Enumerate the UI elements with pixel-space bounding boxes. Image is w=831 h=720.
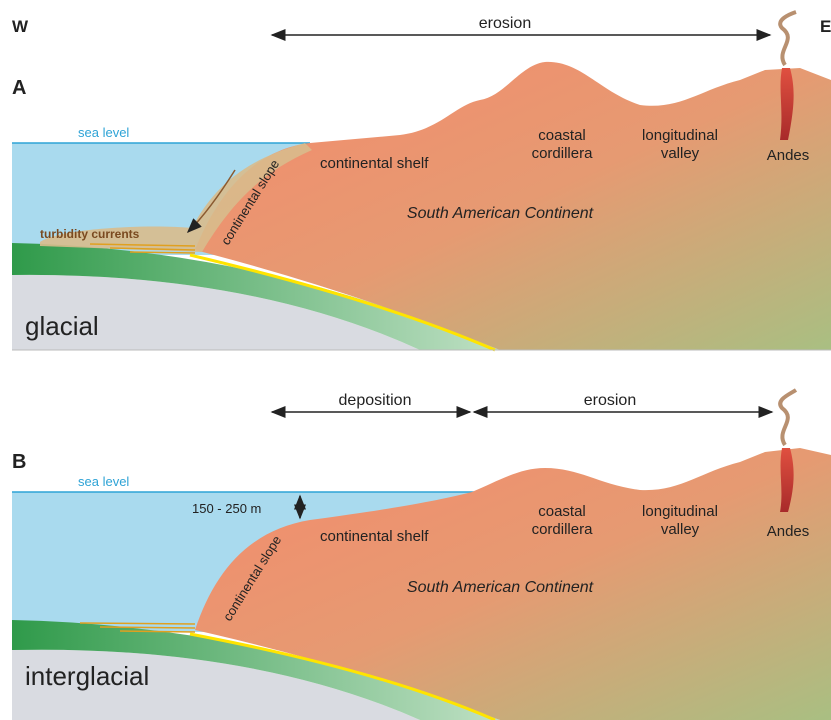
plate-boundary — [189, 253, 496, 352]
continent — [195, 448, 831, 720]
sea-level-label: sea level — [78, 474, 129, 489]
andes-label: Andes — [767, 523, 810, 540]
sediment-layers — [79, 622, 196, 633]
shelf-label: continental shelf — [320, 528, 429, 545]
sediment-wedge — [40, 143, 312, 252]
panel-label: A — [12, 77, 26, 99]
east-label: E — [820, 17, 831, 36]
cordillera-label: cordillera — [532, 145, 594, 162]
smoke — [778, 388, 798, 447]
continent-label: South American Continent — [407, 579, 594, 596]
panel-b: B deposition erosion sea level 150 - 250… — [12, 388, 831, 720]
shelf-label: continental shelf — [320, 155, 429, 172]
depth-label: 150 - 250 m — [192, 501, 261, 516]
period-label: glacial — [25, 311, 99, 341]
mantle — [12, 274, 420, 350]
volcano — [780, 448, 794, 512]
cordillera-label: coastal — [538, 503, 586, 520]
volcano — [780, 68, 794, 140]
west-label: W — [12, 17, 29, 36]
turbidity-label: turbidity currents — [40, 227, 140, 241]
plate-boundary — [189, 632, 496, 720]
period-label: interglacial — [25, 661, 149, 691]
valley-label: longitudinal — [642, 127, 718, 144]
valley-label: valley — [661, 145, 700, 162]
continent — [195, 61, 831, 350]
arrow-label: erosion — [479, 15, 531, 32]
arrow-label: erosion — [584, 392, 636, 409]
smoke — [778, 10, 797, 67]
cordillera-label: coastal — [538, 127, 586, 144]
oceanic-plate — [12, 243, 500, 350]
valley-label: valley — [661, 521, 700, 538]
panel-label: B — [12, 451, 26, 473]
cordillera-label: cordillera — [532, 521, 594, 538]
sea-level-label: sea level — [78, 125, 129, 140]
arrow-label: deposition — [339, 392, 412, 409]
panel-a: A erosion sea level continental shelf co… — [12, 10, 831, 352]
valley-label: longitudinal — [642, 503, 718, 520]
continent-label: South American Continent — [407, 205, 594, 222]
turbidity-arrow — [186, 169, 236, 234]
sediment-layers — [89, 243, 196, 254]
andes-label: Andes — [767, 147, 810, 164]
mantle — [12, 649, 420, 720]
oceanic-plate — [12, 620, 500, 720]
